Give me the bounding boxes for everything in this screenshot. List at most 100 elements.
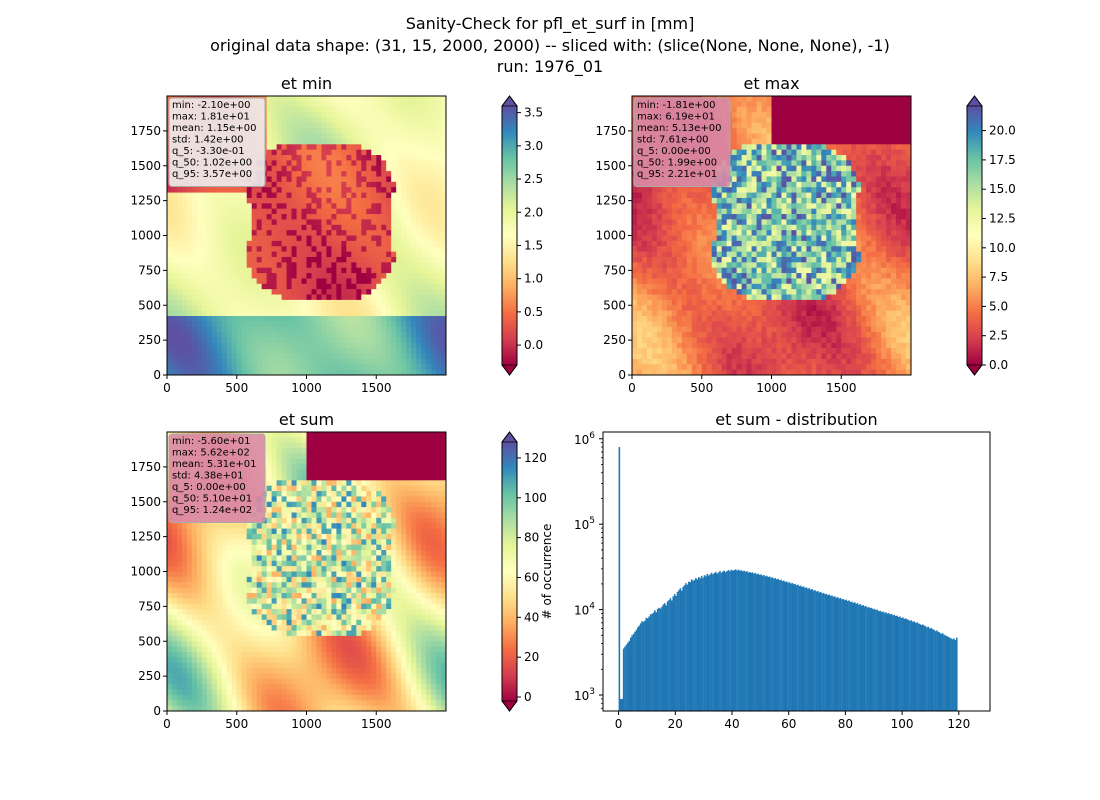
histogram-bar [841,599,843,711]
histogram-bar [665,605,667,711]
histogram-bar [699,578,701,711]
histogram-bar [885,612,887,711]
histogram-bar [824,594,826,711]
stats-box [168,433,266,523]
y-tick-label: 250 [603,333,626,347]
histogram-bar [646,618,649,711]
histogram-bar [688,581,690,711]
histogram-bar [849,601,852,711]
histogram-bar [868,607,870,711]
histogram-bar [716,573,718,711]
histogram-bar [815,591,818,711]
y-tick-label: 1250 [130,194,161,208]
histogram-bar [859,604,862,711]
colorbar-tick-label: 120 [524,451,547,465]
histogram-bar [671,600,673,711]
histogram-bar [763,575,765,711]
colorbar-tick-label: 0.5 [524,305,543,319]
histogram-bar [692,580,694,711]
histogram-bar [632,633,635,711]
heatmap-panel-2: et max 0 500 1000 1500 0 250 500 750 1000 1250 1500… [595,74,1015,395]
histogram-bar [798,585,801,711]
histogram-bar [886,613,889,711]
histogram-bar [916,622,918,711]
stats-line: q_50: 1.99e+00 [637,158,717,169]
histogram-bar [780,579,782,711]
y-tick-label: 500 [603,298,626,312]
stats-line: q_5: 0.00e+00 [637,146,711,157]
histogram-bar [919,623,921,711]
histogram-bar [819,591,822,711]
histogram-bar [811,589,813,711]
subplot-title: et min [281,74,332,93]
histogram-bar [828,594,830,711]
histogram-bar [846,601,849,711]
histogram-bar [954,640,957,711]
histogram-bar [951,639,954,711]
histogram-bar [770,577,772,711]
histogram-bar [732,570,734,711]
histogram-bar [775,579,778,711]
histogram-bar [723,570,726,711]
histogram-bar [669,598,672,711]
histogram-bar [743,570,745,711]
colorbar: 0.0 0.5 1.0 1.5 2.0 2.5 3.0 3.5 [501,95,543,376]
histogram-bar [834,596,836,711]
x-tick-label: 500 [225,717,248,731]
histogram-bar [805,587,808,711]
histogram-bar [889,614,891,711]
histogram-bar [907,619,910,711]
histogram-bar [829,595,832,711]
stats-line: min: -2.10e+00 [172,100,251,111]
histogram-bar [927,626,930,711]
colorbar: 0.0 2.5 5.0 7.5 10.0 12.5 15.0 17.5 20.0 [966,95,1016,376]
histogram-bars [618,447,958,711]
histogram-bar [685,583,687,711]
histogram-bar [641,621,643,711]
histogram-bar [672,596,675,711]
histogram-bar [744,571,747,711]
histogram-bar [839,597,842,711]
histogram-bar [865,606,867,711]
histogram-bar [680,590,683,711]
histogram-bar [866,607,869,711]
histogram-bar [679,588,682,711]
histogram-bar [758,574,761,711]
histogram-bar [929,628,931,711]
histogram-bar [845,599,847,711]
histogram-bar [644,620,646,711]
histogram-bar [953,638,955,711]
histogram-bar [836,597,839,711]
histogram-bar [656,608,659,711]
colorbar-tick-label: 10.0 [989,241,1016,255]
stats-line: std: 1.42e+00 [172,135,244,146]
figure-title-line-1: Sanity-Check for pfl_et_surf in [mm] [405,14,695,33]
histogram-bar [695,578,697,711]
colorbar-tick-label: 0 [524,690,532,704]
stats-line: mean: 1.15e+00 [172,123,256,134]
stats-line: mean: 5.31e+01 [172,459,256,470]
histogram-bar [875,609,877,711]
histogram-bar [791,582,794,711]
histogram-bar [934,631,937,711]
histogram-bar [872,609,874,711]
y-tick-label: 750 [603,263,626,277]
histogram-panel: et sum - distribution 0 20 40 60 80 100 120 103 1… [540,410,991,731]
histogram-bar [821,593,823,711]
histogram-bar [682,586,684,711]
histogram-bar [658,607,660,711]
histogram-bar [761,575,764,711]
histogram-bar [649,614,652,711]
histogram-bar [760,574,762,711]
histogram-bar [703,575,706,711]
histogram-bar [892,615,894,711]
histogram-bar [696,579,699,711]
histogram-bar [737,569,740,711]
histogram-bar [771,577,774,711]
histogram-bar [661,606,663,711]
histogram-bar [900,617,903,711]
histogram-bar [666,601,669,711]
x-tick-label: 500 [690,381,713,395]
